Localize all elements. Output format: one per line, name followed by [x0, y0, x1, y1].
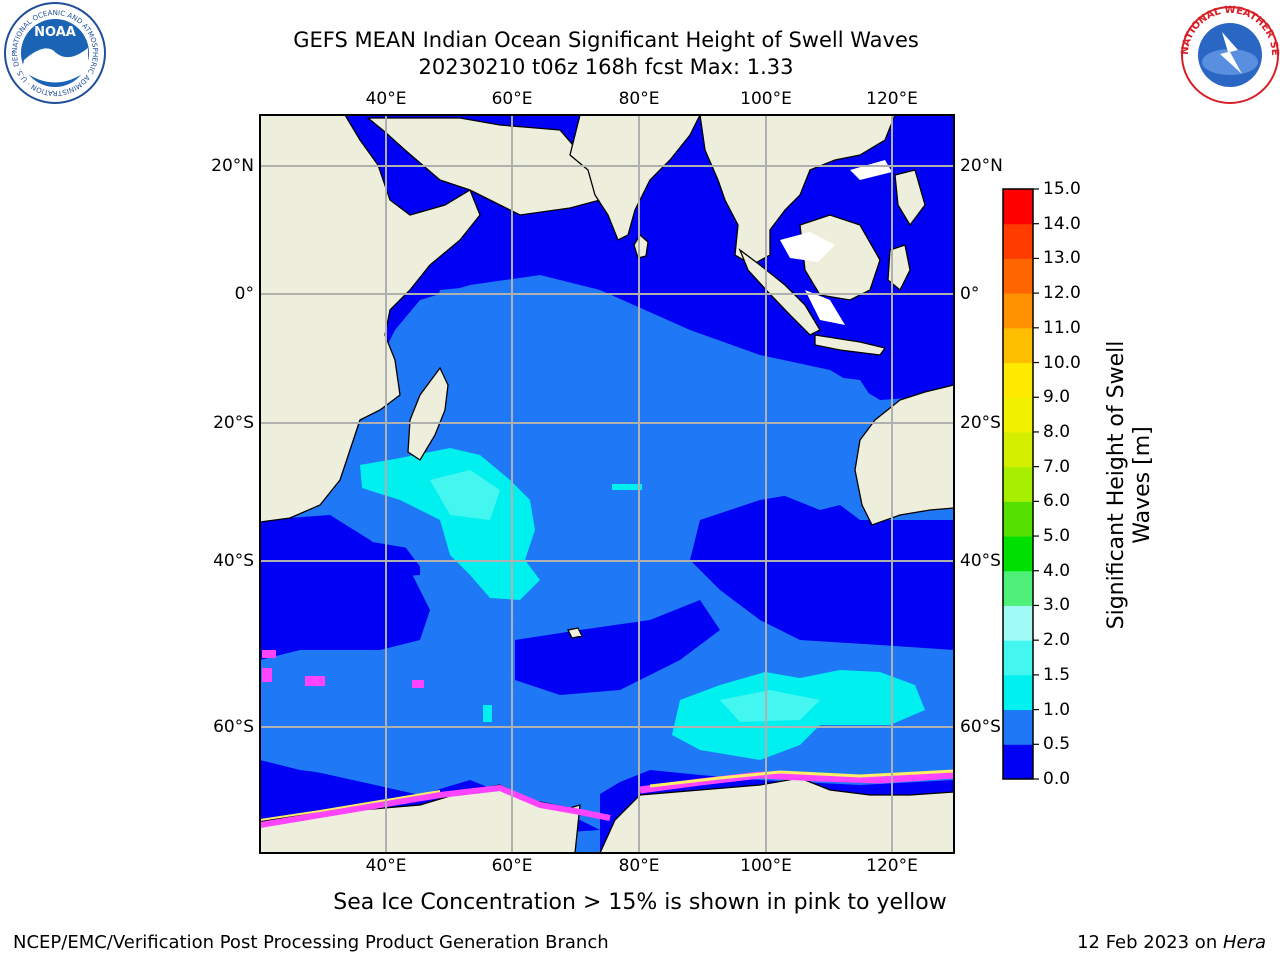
colorbar-tick-label: 10.0	[1043, 352, 1081, 373]
lon-tick-bottom-80e: 80°E	[618, 856, 660, 876]
colorbar-segment	[1003, 223, 1033, 259]
colorbar-tick-label: 13.0	[1043, 248, 1081, 269]
colorbar-tick-label: 1.0	[1043, 699, 1071, 720]
noaa-logo-text: NOAA	[34, 25, 76, 40]
lon-tick-top-80e: 80°E	[618, 89, 660, 109]
lat-tick-left-0: 0°	[234, 284, 254, 304]
lon-tick-top-40e: 40°E	[365, 89, 407, 109]
colorbar-segment	[1003, 674, 1033, 711]
colorbar-segment	[1003, 570, 1033, 606]
lat-tick-left-20s: 20°S	[213, 413, 254, 433]
lat-tick-right-0: 0°	[960, 284, 980, 304]
footer-date: 12 Feb 2023 on Hera	[1077, 932, 1266, 953]
colorbar-tick-label: 3.0	[1043, 595, 1071, 616]
lat-tick-right-20s: 20°S	[960, 413, 1001, 433]
colorbar-segment	[1003, 258, 1033, 294]
lon-tick-top-100e: 100°E	[740, 89, 792, 109]
colorbar-tick-label: 2.0	[1043, 630, 1071, 651]
higher-swell-regions	[430, 470, 820, 722]
lat-tick-left-60s: 60°S	[213, 717, 254, 737]
colorbar-segment	[1003, 327, 1033, 364]
colorbar-segment	[1003, 501, 1033, 537]
colorbar-tick-label: 15.0	[1043, 179, 1081, 199]
chart-title: GEFS MEAN Indian Ocean Significant Heigh…	[293, 28, 919, 52]
colorbar-segment	[1003, 536, 1033, 572]
colorbar-segment	[1003, 709, 1033, 745]
lon-tick-bottom-100e: 100°E	[740, 856, 792, 876]
colorbar-tick-label: 8.0	[1043, 421, 1071, 442]
graticule	[260, 115, 954, 853]
lon-tick-bottom-120e: 120°E	[866, 856, 918, 876]
svg-text:NATIONAL WEATHER SERVICE: NATIONAL WEATHER SERVICE	[0, 0, 1280, 56]
lon-tick-bottom-60e: 60°E	[491, 856, 533, 876]
colorbar-segment	[1003, 189, 1033, 225]
lat-tick-left-20n: 20°N	[211, 156, 254, 176]
colorbar-segment	[1003, 431, 1033, 468]
colorbar-tick-label: 6.0	[1043, 491, 1071, 512]
colorbar-tick-label: 1.5	[1043, 664, 1071, 685]
colorbar	[1002, 188, 1039, 780]
nws-logo: NATIONAL WEATHER SERVICE	[0, 0, 1280, 104]
lon-tick-bottom-40e: 40°E	[365, 856, 407, 876]
lat-tick-right-40s: 40°S	[960, 551, 1001, 571]
colorbar-tick-label: 11.0	[1043, 317, 1081, 338]
colorbar-segment	[1003, 744, 1033, 780]
footer-organization: NCEP/EMC/Verification Post Processing Pr…	[13, 932, 609, 953]
colorbar-tick-label: 0.5	[1043, 734, 1071, 755]
colorbar-border	[1002, 188, 1034, 780]
noaa-logo: NATIONAL OCEANIC AND ATMOSPHERIC ADMINIS…	[0, 0, 106, 104]
lat-tick-right-20n: 20°N	[960, 156, 1003, 176]
colorbar-tick-label: 14.0	[1043, 213, 1081, 234]
lat-tick-right-60s: 60°S	[960, 717, 1001, 737]
land-masses	[260, 115, 954, 853]
map-border	[259, 114, 955, 854]
colorbar-segment	[1003, 362, 1033, 398]
colorbar-segment	[1003, 293, 1033, 329]
colorbar-title: Significant Height of Swell Waves [m]	[1104, 340, 1155, 630]
footer-date-text: 12 Feb 2023 on	[1077, 932, 1223, 953]
colorbar-segment	[1003, 640, 1033, 676]
colorbar-segment	[1003, 466, 1033, 502]
sea-ice-caption: Sea Ice Concentration > 15% is shown in …	[333, 890, 947, 915]
colorbar-tick-label: 7.0	[1043, 456, 1071, 477]
map-panel	[260, 115, 954, 853]
chart-subtitle: 20230210 t06z 168h fcst Max: 1.33	[418, 55, 794, 79]
colorbar-tick-label: 12.0	[1043, 283, 1081, 304]
colorbar-tick-label: 0.0	[1043, 769, 1071, 789]
lon-tick-top-120e: 120°E	[866, 89, 918, 109]
colorbar-segment	[1003, 605, 1033, 641]
colorbar-segment	[1003, 397, 1033, 433]
footer-machine: Hera	[1222, 932, 1266, 953]
colorbar-tick-label: 9.0	[1043, 387, 1071, 408]
colorbar-tick-label: 4.0	[1043, 560, 1071, 581]
nws-ring-text: NATIONAL WEATHER SERVICE	[0, 0, 1280, 56]
lon-tick-top-60e: 60°E	[491, 89, 533, 109]
colorbar-tick-label: 5.0	[1043, 526, 1071, 547]
lat-tick-left-40s: 40°S	[213, 551, 254, 571]
